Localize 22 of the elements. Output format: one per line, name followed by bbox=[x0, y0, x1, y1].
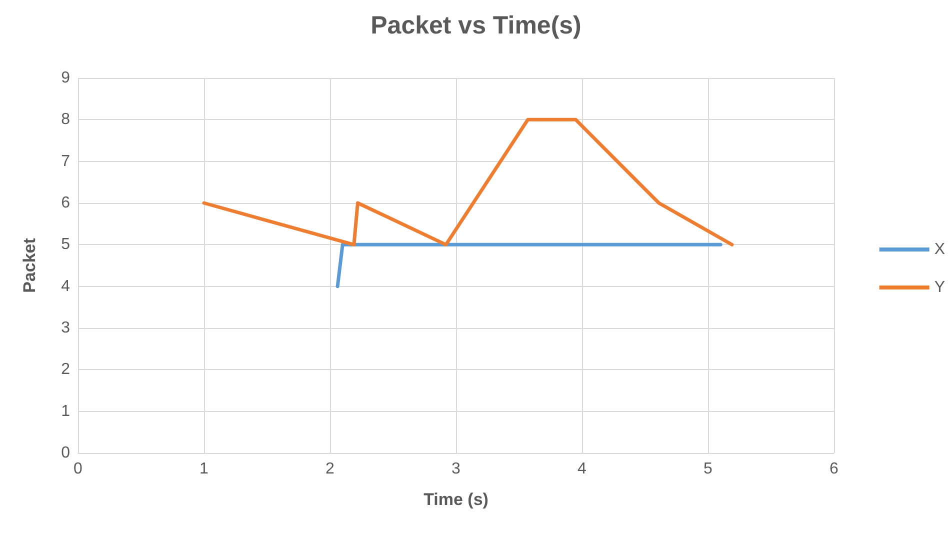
y-tick-label: 4 bbox=[61, 278, 70, 295]
chart-title: Packet vs Time(s) bbox=[370, 12, 582, 40]
y-tick-label: 9 bbox=[61, 70, 70, 86]
y-tick-label: 6 bbox=[61, 194, 70, 212]
x-tick-label: 4 bbox=[578, 460, 587, 478]
y-tick-label: 3 bbox=[61, 320, 70, 336]
y-tick-label: 5 bbox=[61, 236, 70, 254]
y-axis-title: Packet bbox=[20, 238, 39, 293]
x-tick-label: 0 bbox=[74, 460, 83, 478]
x-tick-label: 6 bbox=[830, 460, 839, 478]
y-tick-label: 2 bbox=[61, 361, 70, 378]
x-tick-label: 1 bbox=[200, 460, 209, 478]
x-tick-label: 3 bbox=[452, 460, 461, 478]
x-axis-title: Time (s) bbox=[424, 490, 488, 509]
y-tick-label: 0 bbox=[61, 444, 70, 462]
y-tick-label: 8 bbox=[61, 111, 70, 128]
x-tick-label: 2 bbox=[326, 460, 335, 478]
legend-label: X bbox=[934, 241, 946, 258]
legend-label: Y bbox=[934, 279, 946, 296]
y-tick-label: 1 bbox=[61, 402, 70, 420]
x-tick-label: 5 bbox=[704, 460, 713, 478]
y-tick-label: 7 bbox=[61, 152, 70, 170]
